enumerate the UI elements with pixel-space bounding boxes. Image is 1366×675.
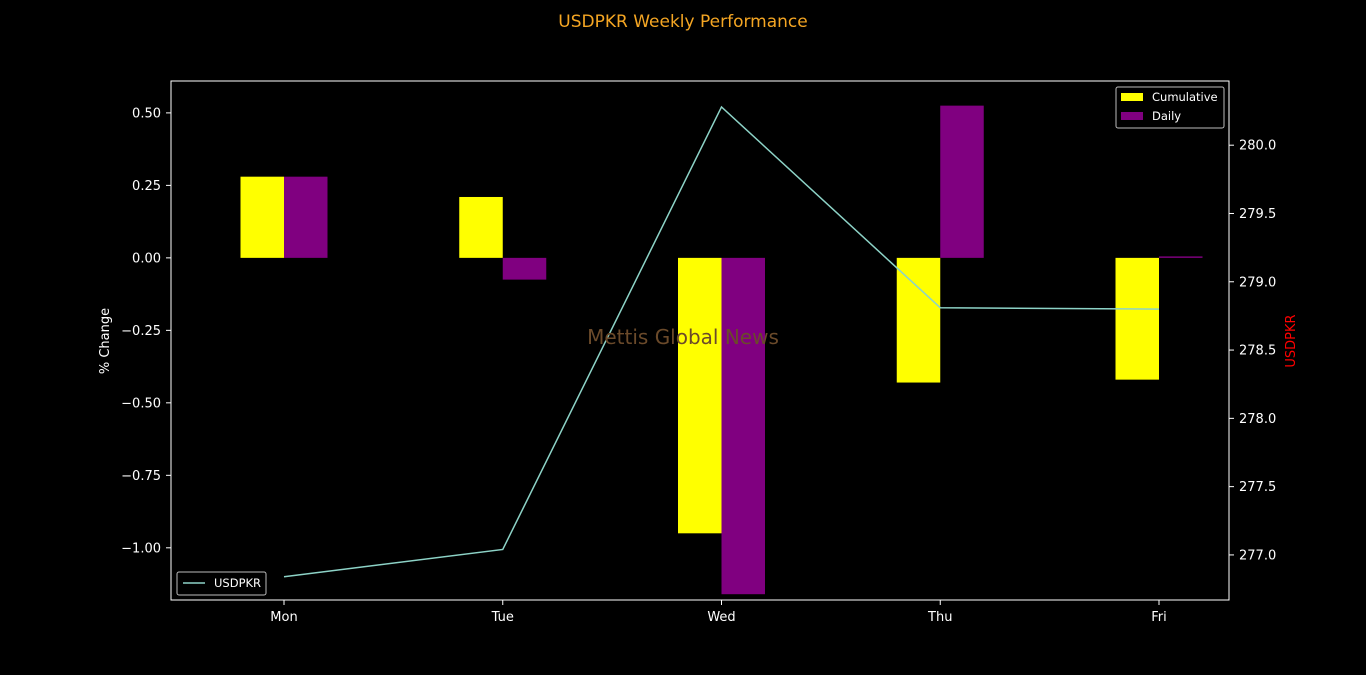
- x-tick-label: Tue: [491, 610, 514, 625]
- x-tick-label: Thu: [927, 610, 952, 625]
- legend-label-cumulative: Cumulative: [1152, 90, 1218, 104]
- legend-label-daily: Daily: [1152, 109, 1181, 123]
- y2-tick-label: 280.0: [1239, 139, 1276, 154]
- y2-tick-label: 279.0: [1239, 275, 1276, 290]
- legend-swatch-cumulative: [1121, 93, 1143, 101]
- y-tick-label: 0.50: [132, 106, 161, 121]
- x-tick-label: Mon: [270, 610, 297, 625]
- y2-tick-label: 277.5: [1239, 480, 1276, 495]
- line-layer: [283, 105, 1160, 578]
- bar-daily-tue: [502, 257, 547, 280]
- bar-daily-fri: [1159, 256, 1203, 258]
- right-y-axis-ticks: 280.0 279.5 279.0 278.5 278.0 277.5 277.0: [1229, 139, 1276, 563]
- bar-cumulative-fri: [1115, 257, 1159, 380]
- watermark: Mettis Global News: [587, 325, 779, 349]
- y2-tick-label: 278.0: [1239, 412, 1276, 427]
- x-tick-label: Fri: [1151, 610, 1167, 625]
- y-tick-label: −0.50: [121, 396, 161, 411]
- bar-layer: [240, 105, 1203, 595]
- bar-cumulative-tue: [459, 196, 503, 258]
- bar-daily-thu: [940, 105, 984, 258]
- y2-tick-label: 278.5: [1239, 344, 1276, 359]
- bar-daily-mon: [284, 176, 328, 258]
- y-tick-label: −1.00: [121, 541, 161, 556]
- plot-frame: [170, 80, 1230, 601]
- y2-tick-label: 279.5: [1239, 207, 1276, 222]
- legend-line: USDPKR: [176, 571, 267, 596]
- chart-title: USDPKR Weekly Performance: [558, 12, 807, 32]
- y-tick-label: 0.00: [132, 251, 161, 266]
- bar-cumulative-thu: [896, 257, 941, 383]
- x-axis-ticks: Mon Tue Wed Thu Fri: [270, 600, 1167, 625]
- y2-tick-label: 277.0: [1239, 548, 1276, 563]
- left-y-axis-ticks: 0.50 0.25 0.00 −0.25 −0.50 −0.75 −1.00: [121, 106, 171, 556]
- y2-axis-label: USDPKR: [1284, 314, 1299, 367]
- x-tick-label: Wed: [707, 610, 735, 625]
- bar-cumulative-wed: [678, 257, 722, 534]
- y-tick-label: −0.75: [121, 469, 161, 484]
- y-tick-label: 0.25: [132, 179, 161, 194]
- bar-cumulative-mon: [240, 176, 284, 258]
- legend-bars: Cumulative Daily: [1115, 86, 1225, 129]
- bar-daily-wed: [721, 257, 765, 595]
- legend-swatch-daily: [1121, 112, 1143, 120]
- line-usdpkr: [283, 105, 1160, 578]
- y-tick-label: −0.25: [121, 324, 161, 339]
- legend-label-usdpkr: USDPKR: [214, 576, 261, 590]
- y-axis-label: % Change: [98, 308, 113, 374]
